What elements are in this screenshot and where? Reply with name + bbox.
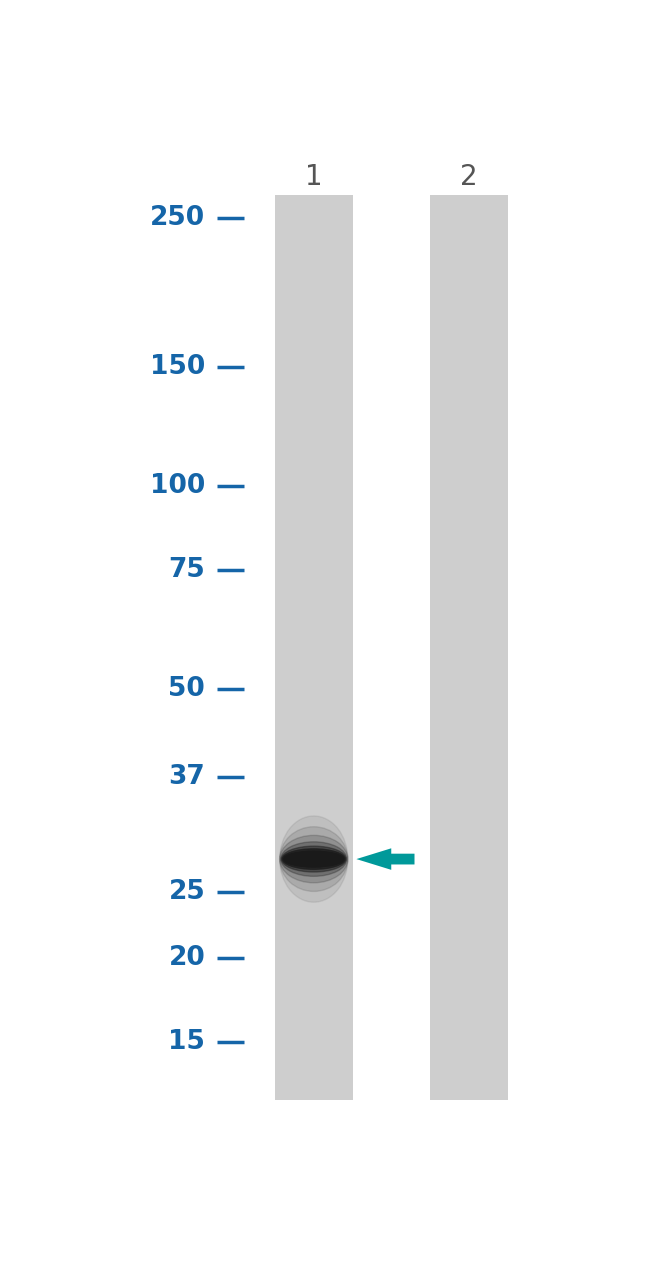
Text: 100: 100: [150, 474, 205, 499]
Polygon shape: [356, 848, 415, 870]
Bar: [275, 194, 352, 1100]
Ellipse shape: [281, 846, 346, 872]
Text: 250: 250: [150, 204, 205, 231]
Text: 37: 37: [168, 765, 205, 790]
Text: 20: 20: [168, 945, 205, 970]
Ellipse shape: [280, 836, 348, 883]
Text: 15: 15: [168, 1029, 205, 1055]
Bar: [430, 194, 508, 1100]
Ellipse shape: [285, 853, 342, 865]
Text: 150: 150: [150, 354, 205, 381]
Text: 75: 75: [168, 558, 205, 583]
Text: 25: 25: [168, 879, 205, 906]
Ellipse shape: [282, 848, 345, 869]
Ellipse shape: [281, 842, 347, 876]
Ellipse shape: [280, 815, 348, 902]
Text: 50: 50: [168, 676, 205, 702]
Ellipse shape: [280, 827, 348, 892]
Ellipse shape: [284, 851, 344, 867]
Text: 2: 2: [460, 163, 478, 190]
Text: 1: 1: [305, 163, 322, 190]
